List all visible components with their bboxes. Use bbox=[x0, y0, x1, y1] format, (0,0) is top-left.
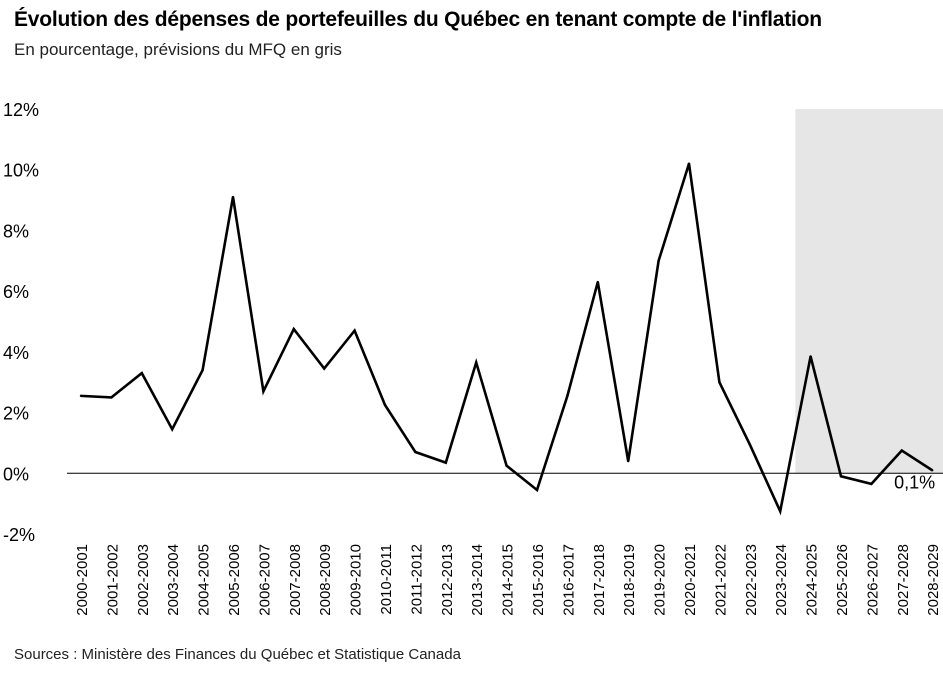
data-point bbox=[687, 162, 691, 165]
x-tick-label: 2026-2027 bbox=[864, 544, 881, 616]
data-point bbox=[171, 428, 174, 431]
x-tick-label: 2002-2003 bbox=[135, 544, 152, 616]
x-tick-label: 2014-2015 bbox=[500, 544, 517, 616]
data-point bbox=[870, 482, 873, 486]
y-tick-label: 0% bbox=[3, 464, 29, 484]
data-points bbox=[79, 162, 934, 513]
data-point bbox=[201, 368, 204, 372]
annotation-label: 0,1% bbox=[894, 472, 935, 492]
x-tick-label: 2023-2024 bbox=[773, 544, 790, 616]
data-point bbox=[353, 329, 356, 332]
x-tick-label: 2004-2005 bbox=[196, 544, 213, 616]
chart-title: Évolution des dépenses de portefeuilles … bbox=[14, 8, 822, 31]
y-axis: -2% 0% 2% 4% 6% 8% 10% 12% bbox=[3, 100, 39, 545]
data-point bbox=[383, 403, 387, 407]
x-axis: 2000-2001 2001-2002 2002-2003 2003-2004 2004… bbox=[74, 544, 942, 616]
x-tick-label: 2022-2023 bbox=[743, 544, 760, 616]
x-tick-label: 2027-2028 bbox=[895, 544, 912, 616]
x-tick-label: 2010-2011 bbox=[378, 544, 395, 615]
data-point bbox=[262, 390, 265, 393]
y-tick-label: 10% bbox=[3, 161, 39, 181]
x-tick-label: 2021-2022 bbox=[712, 544, 729, 616]
line-chart: -2%0%2%4%6%8%10%12% 2000-2001 2001-2002 20… bbox=[3, 100, 943, 616]
x-tick-label: 2009-2010 bbox=[348, 544, 365, 616]
x-tick-label: 2017-2018 bbox=[591, 544, 608, 616]
data-point bbox=[110, 396, 113, 399]
chart-subtitle: En pourcentage, prévisions du MFQ en gri… bbox=[14, 40, 342, 59]
data-point bbox=[779, 510, 782, 513]
y-tick-label: 12% bbox=[3, 100, 39, 120]
x-tick-label: 2005-2006 bbox=[226, 544, 243, 616]
data-point bbox=[323, 367, 326, 370]
annotations: 0,1% bbox=[894, 472, 935, 492]
data-point bbox=[596, 280, 599, 284]
x-tick-label: 2020-2021 bbox=[682, 544, 699, 616]
x-tick-label: 2003-2004 bbox=[165, 544, 182, 616]
x-tick-label: 2008-2009 bbox=[317, 544, 334, 616]
data-point bbox=[566, 394, 569, 398]
data-point bbox=[414, 450, 417, 454]
x-tick-label: 2000-2001 bbox=[74, 544, 91, 616]
x-tick-label: 2024-2025 bbox=[804, 544, 821, 616]
data-point bbox=[931, 469, 934, 472]
y-tick-label: 4% bbox=[3, 343, 29, 363]
data-point bbox=[505, 464, 508, 467]
data-point bbox=[627, 459, 630, 463]
y-tick-label: 8% bbox=[3, 221, 29, 241]
data-point bbox=[535, 488, 539, 492]
y-tick-label: 6% bbox=[3, 282, 29, 302]
data-point bbox=[475, 361, 478, 364]
data-point bbox=[79, 394, 83, 398]
data-point bbox=[292, 327, 295, 331]
x-tick-label: 2028-2029 bbox=[925, 544, 942, 616]
x-tick-label: 2012-2013 bbox=[439, 544, 456, 616]
source-note: Sources : Ministère des Finances du Québ… bbox=[14, 646, 461, 663]
data-point bbox=[900, 449, 903, 452]
data-point bbox=[839, 475, 843, 478]
forecast-shading bbox=[795, 109, 943, 474]
x-tick-label: 2018-2019 bbox=[621, 544, 638, 616]
x-tick-label: 2015-2016 bbox=[530, 544, 547, 616]
data-point bbox=[140, 371, 143, 375]
y-tick-label: -2% bbox=[3, 525, 35, 545]
data-point bbox=[657, 259, 660, 262]
y-tick-label: 2% bbox=[3, 404, 29, 424]
x-tick-label: 2025-2026 bbox=[834, 544, 851, 616]
data-point bbox=[748, 443, 751, 446]
x-tick-label: 2016-2017 bbox=[560, 544, 577, 616]
x-tick-label: 2013-2014 bbox=[469, 544, 486, 616]
x-tick-label: 2019-2020 bbox=[652, 544, 669, 616]
data-point bbox=[231, 195, 235, 199]
x-tick-label: 2007-2008 bbox=[287, 544, 304, 616]
data-point bbox=[718, 381, 721, 384]
x-tick-label: 2011-2012 bbox=[408, 544, 425, 615]
x-tick-label: 2006-2007 bbox=[256, 544, 273, 616]
data-point bbox=[444, 461, 447, 464]
x-tick-label: 2001-2002 bbox=[104, 544, 121, 616]
data-point bbox=[809, 355, 812, 358]
